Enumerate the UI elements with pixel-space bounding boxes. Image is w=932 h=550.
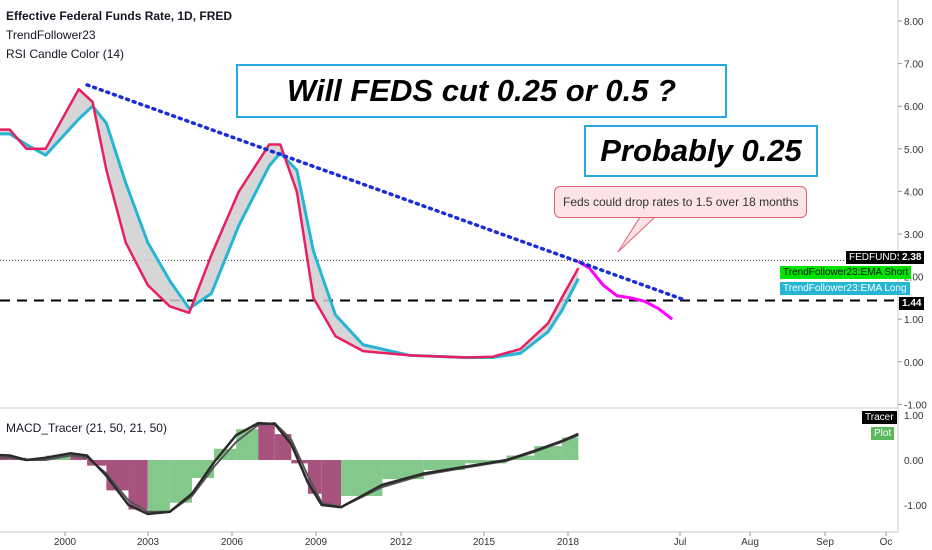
grid — [0, 0, 899, 533]
ema-lines — [0, 83, 688, 360]
y-tick-label: 3.00 — [904, 230, 924, 241]
x-tick-label: 2006 — [221, 537, 244, 548]
tracer-tag: Tracer — [862, 411, 897, 424]
note-bubble: Feds could drop rates to 1.5 over 18 mon… — [554, 186, 808, 218]
macd-tick-label: 0.00 — [904, 456, 924, 467]
macd-tick-label: 1.00 — [904, 411, 924, 422]
macd-bar — [382, 460, 424, 480]
macd-bar — [423, 460, 466, 471]
y-tick-label: 4.00 — [904, 187, 924, 198]
macd-bar — [128, 460, 148, 510]
ema-fill-area — [0, 89, 579, 358]
macd-bar — [561, 437, 579, 460]
line-value-tag: 1.44 — [899, 297, 925, 310]
ema-short-line — [0, 87, 580, 359]
macd-bar — [307, 460, 322, 494]
macd-pane — [0, 421, 579, 516]
x-tick-label: Aug — [741, 537, 759, 548]
axes: 8.00 7.00 6.00 5.00 4.00 3.00 2.00 1.00 0.00 -1.0… — [54, 17, 927, 548]
fedfunds-value: 2.38 — [899, 251, 925, 264]
x-tick-label: Jul — [674, 537, 687, 548]
macd-bar — [465, 460, 507, 464]
y-tick-label: 7.00 — [904, 60, 924, 71]
y-tick-label: 1.00 — [904, 315, 924, 326]
trendline — [85, 83, 688, 303]
ema-long-line — [0, 104, 580, 360]
x-tick-label: 2000 — [54, 537, 77, 548]
ema-fill — [0, 89, 579, 358]
answer-callout: Probably 0.25 — [584, 125, 818, 177]
y-tick-label: 0.00 — [904, 358, 924, 369]
indicator-rsi[interactable]: RSI Candle Color (14) — [6, 47, 125, 61]
y-tick-label: 6.00 — [904, 102, 924, 113]
x-tick-label: 2012 — [390, 537, 413, 548]
indicator-trendfollower[interactable]: TrendFollower23 — [6, 28, 96, 42]
ema-short-tag: TrendFollower23:EMA Short — [780, 266, 912, 279]
bubble-pointer — [617, 216, 657, 253]
plot-tag: Plot — [871, 427, 895, 440]
x-tick-label: Oc — [880, 537, 893, 548]
macd-bar — [147, 460, 170, 513]
projection-line — [577, 260, 674, 321]
x-tick-label: 2015 — [473, 537, 496, 548]
macd-title[interactable]: MACD_Tracer (21, 50, 21, 50) — [6, 421, 167, 435]
x-tick-label: 2003 — [137, 537, 160, 548]
y-tick-label: 5.00 — [904, 145, 924, 156]
macd-plot-line — [0, 422, 579, 513]
macd-bar — [87, 460, 107, 466]
y-tick-label: -1.00 — [904, 400, 927, 411]
macd-tick-label: -1.00 — [904, 501, 927, 512]
y-tick-label: 2.00 — [904, 273, 924, 284]
macd-bar — [169, 460, 192, 503]
macd-bar — [534, 446, 562, 460]
macd-bar — [321, 460, 341, 507]
x-tick-label: 2018 — [557, 537, 580, 548]
x-tick-label: Sep — [816, 537, 834, 548]
y-tick-label: 8.00 — [904, 17, 924, 28]
fedfunds-label: FEDFUNDS — [846, 251, 907, 264]
headline-callout: Will FEDS cut 0.25 or 0.5 ? — [236, 64, 727, 118]
macd-tracer-line — [0, 421, 579, 516]
macd-bar — [258, 423, 275, 460]
x-tick-label: 2009 — [305, 537, 328, 548]
macd-bar — [506, 455, 535, 460]
ema-long-tag: TrendFollower23:EMA Long — [780, 282, 910, 295]
chart-title: Effective Federal Funds Rate, 1D, FRED — [6, 9, 233, 23]
